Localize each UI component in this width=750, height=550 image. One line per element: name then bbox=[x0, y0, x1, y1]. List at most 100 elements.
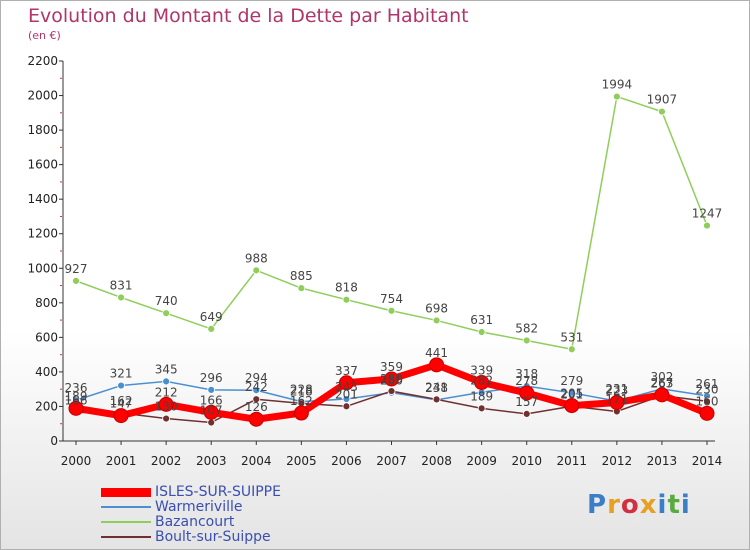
data-label-bazancourt: 649 bbox=[200, 310, 223, 324]
data-point-bazancourt bbox=[162, 309, 171, 318]
data-point-isles-sur-suippe bbox=[429, 357, 445, 373]
legend-label: Bazancourt bbox=[155, 514, 235, 530]
legend-swatch bbox=[101, 536, 151, 538]
data-label-bazancourt: 988 bbox=[245, 251, 268, 265]
data-point-isles-sur-suippe bbox=[248, 411, 264, 427]
x-tick-label: 2013 bbox=[647, 454, 678, 468]
data-point-warmeriville bbox=[567, 388, 576, 397]
data-point-bazancourt bbox=[567, 345, 576, 354]
y-tick-label: 1400 bbox=[27, 192, 58, 206]
data-label-isles-sur-suippe: 160 bbox=[696, 394, 719, 408]
data-point-boult-sur-suippe bbox=[342, 402, 351, 411]
y-tick-label: 400 bbox=[35, 365, 58, 379]
data-point-bazancourt bbox=[72, 276, 80, 285]
chart-title: Evolution du Montant de la Dette par Hab… bbox=[28, 5, 469, 27]
logo-letter: P bbox=[587, 490, 608, 520]
data-point-boult-sur-suippe bbox=[207, 418, 216, 427]
chart-unit: (en €) bbox=[28, 29, 61, 42]
legend-item-boult-sur-suippe: Boult-sur-Suippe bbox=[101, 529, 401, 545]
data-point-isles-sur-suippe bbox=[609, 394, 625, 410]
data-label-boult-sur-suippe: 157 bbox=[515, 395, 538, 409]
data-label-warmeriville: 261 bbox=[696, 377, 719, 391]
x-tick-label: 2014 bbox=[692, 454, 723, 468]
data-point-isles-sur-suippe bbox=[519, 385, 535, 401]
data-label-isles-sur-suippe: 223 bbox=[605, 383, 628, 397]
data-point-warmeriville bbox=[207, 385, 216, 394]
data-point-boult-sur-suippe bbox=[252, 395, 261, 404]
data-point-boult-sur-suippe bbox=[162, 414, 171, 423]
data-point-isles-sur-suippe bbox=[654, 387, 670, 403]
legend-item-bazancourt: Bazancourt bbox=[101, 514, 401, 530]
legend-item-isles-sur-suippe: ISLES-SUR-SUIPPE bbox=[101, 484, 401, 500]
y-tick-label: 800 bbox=[35, 296, 58, 310]
x-tick-label: 2004 bbox=[241, 454, 272, 468]
data-point-isles-sur-suippe bbox=[293, 405, 309, 421]
data-label-warmeriville: 280 bbox=[380, 374, 403, 388]
legend-label: Boult-sur-Suippe bbox=[155, 529, 271, 545]
logo-letter: i bbox=[680, 490, 691, 520]
data-label-bazancourt: 531 bbox=[560, 330, 583, 344]
data-label-warmeriville: 228 bbox=[290, 383, 313, 397]
data-label-isles-sur-suippe: 126 bbox=[245, 400, 268, 414]
data-label-warmeriville: 318 bbox=[515, 367, 538, 381]
x-tick-label: 2009 bbox=[466, 454, 497, 468]
logo-letter: i bbox=[657, 490, 668, 520]
data-label-isles-sur-suippe: 278 bbox=[515, 374, 538, 388]
x-tick-label: 2012 bbox=[602, 454, 633, 468]
data-point-boult-sur-suippe bbox=[387, 387, 396, 395]
data-label-boult-sur-suippe: 218 bbox=[290, 384, 313, 398]
x-tick-label: 2007 bbox=[376, 454, 407, 468]
legend-swatch bbox=[101, 506, 151, 508]
data-label-bazancourt: 1994 bbox=[602, 78, 633, 92]
data-label-isles-sur-suippe: 212 bbox=[155, 385, 178, 399]
data-point-bazancourt bbox=[342, 295, 351, 304]
data-label-warmeriville: 236 bbox=[65, 381, 88, 395]
data-label-isles-sur-suippe: 147 bbox=[110, 397, 133, 411]
data-label-boult-sur-suippe: 130 bbox=[155, 400, 178, 414]
logo-letter: x bbox=[639, 490, 658, 520]
logo-letter: r bbox=[607, 490, 621, 520]
data-label-isles-sur-suippe: 359 bbox=[380, 360, 403, 374]
data-label-boult-sur-suippe: 189 bbox=[470, 389, 493, 403]
data-label-bazancourt: 831 bbox=[110, 278, 133, 292]
data-label-bazancourt: 1907 bbox=[647, 93, 678, 107]
x-tick-label: 2010 bbox=[511, 454, 542, 468]
data-label-bazancourt: 582 bbox=[515, 321, 538, 335]
data-label-boult-sur-suippe: 162 bbox=[110, 394, 133, 408]
data-point-isles-sur-suippe bbox=[158, 396, 174, 412]
data-label-boult-sur-suippe: 107 bbox=[200, 404, 223, 418]
data-label-warmeriville: 345 bbox=[155, 362, 178, 376]
y-tick-label: 2000 bbox=[27, 89, 58, 103]
data-label-bazancourt: 631 bbox=[470, 313, 493, 327]
data-point-boult-sur-suippe bbox=[432, 395, 441, 404]
data-point-warmeriville bbox=[252, 386, 261, 395]
logo-letter: t bbox=[667, 490, 681, 520]
data-label-isles-sur-suippe: 339 bbox=[470, 363, 493, 377]
x-tick-label: 2005 bbox=[286, 454, 317, 468]
data-point-isles-sur-suippe bbox=[384, 371, 399, 387]
data-label-warmeriville: 302 bbox=[650, 370, 673, 384]
data-label-boult-sur-suippe: 201 bbox=[560, 387, 583, 401]
data-point-bazancourt bbox=[297, 284, 306, 293]
proxiti-logo: Proxiti bbox=[587, 490, 691, 520]
data-point-boult-sur-suippe bbox=[703, 397, 711, 406]
data-point-bazancourt bbox=[522, 336, 531, 345]
data-label-warmeriville: 321 bbox=[110, 367, 133, 381]
data-label-isles-sur-suippe: 166 bbox=[200, 393, 223, 407]
data-label-warmeriville: 296 bbox=[200, 371, 223, 385]
data-label-isles-sur-suippe: 189 bbox=[65, 389, 88, 403]
logo-letter: o bbox=[620, 490, 640, 520]
x-tick-label: 2001 bbox=[106, 454, 137, 468]
data-label-isles-sur-suippe: 205 bbox=[560, 387, 583, 401]
data-label-boult-sur-suippe: 201 bbox=[335, 387, 358, 401]
data-label-boult-sur-suippe: 166 bbox=[65, 393, 88, 407]
data-label-boult-sur-suippe: 289 bbox=[380, 372, 403, 386]
x-tick-label: 2006 bbox=[331, 454, 362, 468]
x-tick-label: 2008 bbox=[421, 454, 452, 468]
data-label-bazancourt: 927 bbox=[65, 262, 88, 276]
y-tick-label: 600 bbox=[35, 330, 58, 344]
data-point-warmeriville bbox=[117, 381, 125, 390]
data-label-warmeriville: 243 bbox=[335, 380, 358, 394]
data-label-isles-sur-suippe: 441 bbox=[425, 346, 448, 360]
